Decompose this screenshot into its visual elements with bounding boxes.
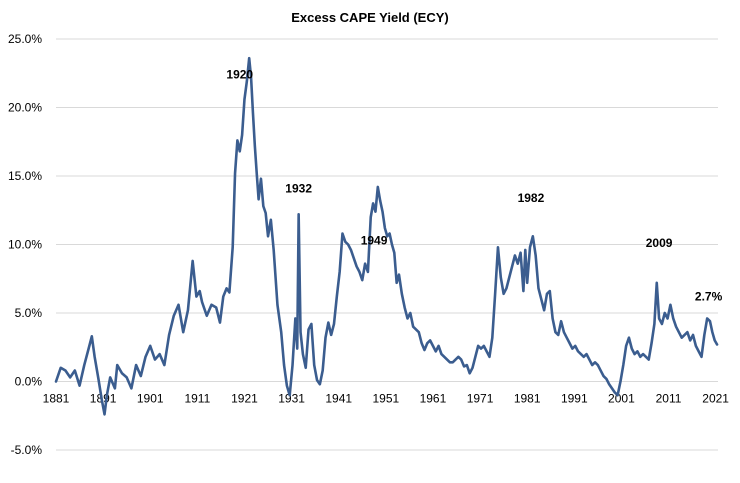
x-tick-label: 1981 xyxy=(514,392,541,406)
y-tick-label: 25.0% xyxy=(8,32,42,46)
x-tick-label: 1991 xyxy=(561,392,588,406)
x-tick-label: 2011 xyxy=(656,392,682,406)
x-tick-label: 1901 xyxy=(137,392,164,406)
annotation-label: 1949 xyxy=(361,233,388,247)
x-tick-label: 1921 xyxy=(231,392,258,406)
y-tick-label: 0.0% xyxy=(15,375,43,389)
x-tick-label: 1971 xyxy=(467,392,494,406)
x-tick-label: 2021 xyxy=(702,392,729,406)
y-tick-label: 5.0% xyxy=(15,306,43,320)
x-tick-label: 1961 xyxy=(420,392,447,406)
annotation-label: 1932 xyxy=(285,181,312,195)
annotation-label: 2009 xyxy=(646,236,673,250)
y-tick-label: -5.0% xyxy=(11,443,43,457)
annotations: 1920 1932 1949 1982 2009 2.7% xyxy=(226,68,722,304)
chart-title: Excess CAPE Yield (ECY) xyxy=(291,10,449,25)
annotation-label: 2.7% xyxy=(695,290,723,304)
x-tick-label: 1891 xyxy=(90,392,117,406)
x-tick-label: 1931 xyxy=(278,392,305,406)
y-tick-label: 10.0% xyxy=(8,238,42,252)
x-tick-label: 2001 xyxy=(608,392,635,406)
x-tick-label: 1911 xyxy=(184,392,210,406)
y-tick-label: 20.0% xyxy=(8,101,42,115)
x-axis-ticks: 1881 1891 1901 1911 1921 1931 1941 1951 1961 1971… xyxy=(43,392,730,406)
annotation-label: 1920 xyxy=(226,68,253,82)
x-tick-label: 1951 xyxy=(372,392,399,406)
series-line-ecy xyxy=(54,56,719,416)
y-axis-ticks: -5.0% 0.0% 5.0% 10.0% 15.0% 20.0% 25.0% xyxy=(8,32,42,457)
y-tick-label: 15.0% xyxy=(8,169,42,183)
gridlines xyxy=(56,38,718,451)
annotation-label: 1982 xyxy=(518,191,545,205)
x-tick-label: 1941 xyxy=(325,392,352,406)
series-layer xyxy=(54,56,719,416)
x-tick-label: 1881 xyxy=(43,392,70,406)
